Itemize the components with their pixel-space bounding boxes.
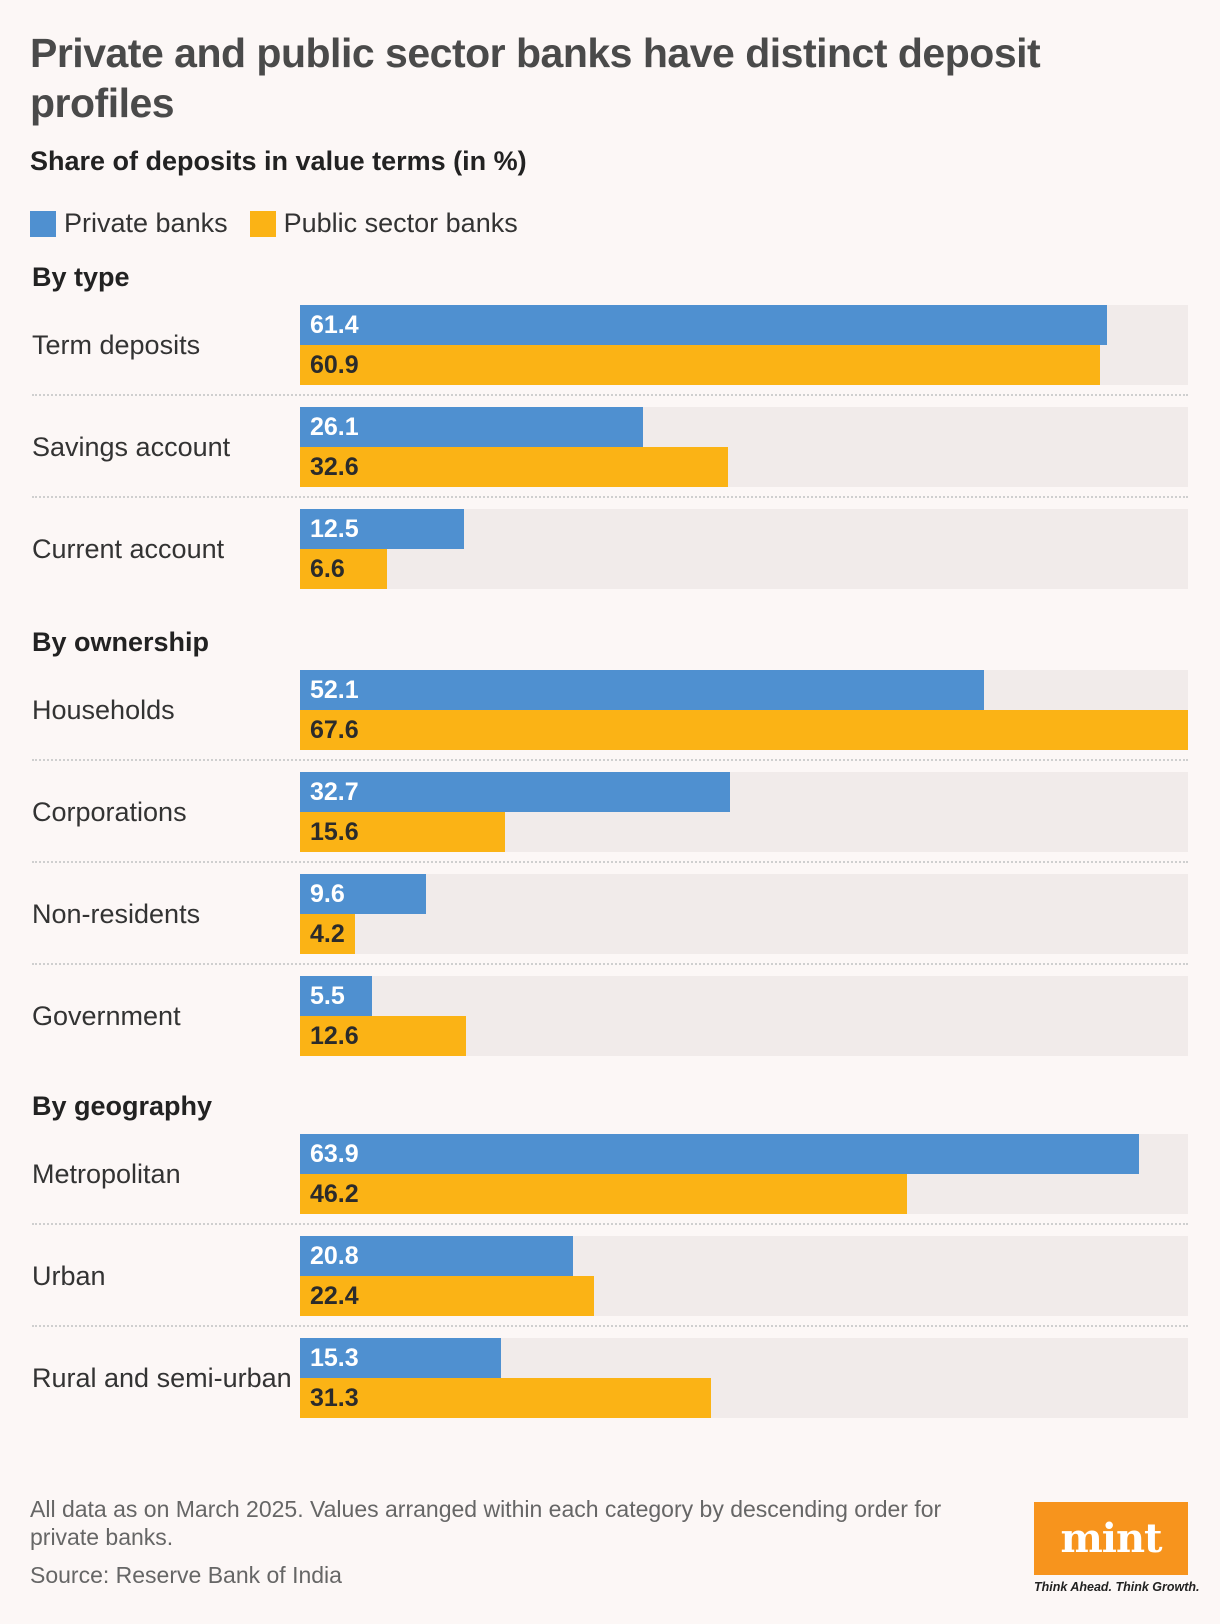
- legend: Private banks Public sector banks: [30, 208, 540, 239]
- row-divider: [32, 1223, 1188, 1225]
- data-label-public-savings-account: 32.6: [310, 453, 359, 481]
- row-label-urban: Urban: [32, 1260, 106, 1291]
- source-note: Source: Reserve Bank of India: [30, 1562, 342, 1588]
- data-label-private-rural-and-semi-urban: 15.3: [310, 1344, 359, 1372]
- row-label-government: Government: [32, 1000, 181, 1031]
- data-label-private-term-deposits: 61.4: [310, 311, 359, 339]
- mint-logo: mint: [1034, 1502, 1188, 1575]
- data-label-private-urban: 20.8: [310, 1242, 359, 1270]
- data-label-public-rural-and-semi-urban: 31.3: [310, 1384, 359, 1412]
- bar-private-government: 5.5: [300, 976, 372, 1016]
- bar-track-households: 52.1 67.6: [300, 670, 1188, 750]
- data-label-private-metropolitan: 63.9: [310, 1140, 359, 1168]
- bar-track-urban: 20.8 22.4: [300, 1236, 1188, 1316]
- legend-label-public: Public sector banks: [283, 208, 518, 238]
- bar-public-savings-account: 32.6: [300, 447, 728, 487]
- row-label-rural-and-semi-urban: Rural and semi-urban: [32, 1362, 292, 1393]
- bar-public-non-residents: 4.2: [300, 914, 355, 954]
- data-label-public-term-deposits: 60.9: [310, 351, 359, 379]
- data-label-public-households: 67.6: [310, 716, 359, 744]
- bar-private-corporations: 32.7: [300, 772, 730, 812]
- data-label-private-current-account: 12.5: [310, 515, 359, 543]
- data-label-private-households: 52.1: [310, 676, 359, 704]
- bar-track-rural-and-semi-urban: 15.3 31.3: [300, 1338, 1188, 1418]
- bar-track-corporations: 32.7 15.6: [300, 772, 1188, 852]
- row-label-term-deposits: Term deposits: [32, 329, 201, 360]
- legend-item-private: Private banks: [30, 208, 228, 239]
- bar-track-government: 5.5 12.6: [300, 976, 1188, 1056]
- row-divider: [32, 759, 1188, 761]
- data-label-public-current-account: 6.6: [310, 555, 345, 583]
- data-label-public-government: 12.6: [310, 1022, 359, 1050]
- row-divider: [32, 963, 1188, 965]
- row-divider: [32, 496, 1188, 498]
- bar-track-savings-account: 26.1 32.6: [300, 407, 1188, 487]
- row-label-non-residents: Non-residents: [32, 898, 201, 929]
- bar-public-metropolitan: 46.2: [300, 1174, 907, 1214]
- bar-public-corporations: 15.6: [300, 812, 505, 852]
- bar-track-non-residents: 9.6 4.2: [300, 874, 1188, 954]
- logo-text: mint: [1060, 1515, 1162, 1562]
- bar-private-metropolitan: 63.9: [300, 1134, 1139, 1174]
- row-label-savings-account: Savings account: [32, 431, 231, 462]
- data-label-public-non-residents: 4.2: [310, 920, 345, 948]
- data-label-private-government: 5.5: [310, 982, 345, 1010]
- row-label-current-account: Current account: [32, 533, 225, 564]
- footnote: All data as on March 2025. Values arrang…: [30, 1496, 942, 1550]
- bar-track-term-deposits: 61.4 60.9: [300, 305, 1188, 385]
- bar-public-households: 67.6: [300, 710, 1188, 750]
- bar-private-term-deposits: 61.4: [300, 305, 1107, 345]
- row-label-households: Households: [32, 694, 175, 725]
- group-label-by-type: By type: [32, 262, 130, 292]
- row-divider: [32, 861, 1188, 863]
- bar-private-current-account: 12.5: [300, 509, 464, 549]
- legend-swatch-public: [249, 210, 276, 237]
- row-label-metropolitan: Metropolitan: [32, 1158, 181, 1189]
- group-label-by-geography: By geography: [32, 1091, 213, 1121]
- data-label-public-metropolitan: 46.2: [310, 1180, 359, 1208]
- data-label-private-corporations: 32.7: [310, 778, 359, 806]
- logo-tagline: Think Ahead. Think Growth.: [1034, 1580, 1200, 1594]
- legend-swatch-private: [30, 210, 56, 237]
- bar-private-households: 52.1: [300, 670, 984, 710]
- chart-subtitle: Share of deposits in value terms (in %): [30, 146, 527, 176]
- bar-private-urban: 20.8: [300, 1236, 573, 1276]
- chart-title: Private and public sector banks have dis…: [30, 30, 1041, 126]
- bar-track-metropolitan: 63.9 46.2: [300, 1134, 1188, 1214]
- row-label-corporations: Corporations: [32, 796, 187, 827]
- bar-public-current-account: 6.6: [300, 549, 387, 589]
- group-label-by-ownership: By ownership: [32, 627, 210, 657]
- data-label-public-urban: 22.4: [310, 1282, 359, 1310]
- bar-private-non-residents: 9.6: [300, 874, 426, 914]
- bar-private-savings-account: 26.1: [300, 407, 643, 447]
- bar-public-urban: 22.4: [300, 1276, 594, 1316]
- legend-item-public: Public sector banks: [249, 208, 518, 239]
- row-divider: [32, 1325, 1188, 1327]
- bar-public-term-deposits: 60.9: [300, 345, 1100, 385]
- data-label-private-non-residents: 9.6: [310, 880, 345, 908]
- row-divider: [32, 394, 1188, 396]
- data-label-public-corporations: 15.6: [310, 818, 359, 846]
- bar-private-rural-and-semi-urban: 15.3: [300, 1338, 501, 1378]
- legend-label-private: Private banks: [64, 208, 228, 238]
- bar-public-government: 12.6: [300, 1016, 466, 1056]
- bar-public-rural-and-semi-urban: 31.3: [300, 1378, 711, 1418]
- data-label-private-savings-account: 26.1: [310, 413, 359, 441]
- bar-track-current-account: 12.5 6.6: [300, 509, 1188, 589]
